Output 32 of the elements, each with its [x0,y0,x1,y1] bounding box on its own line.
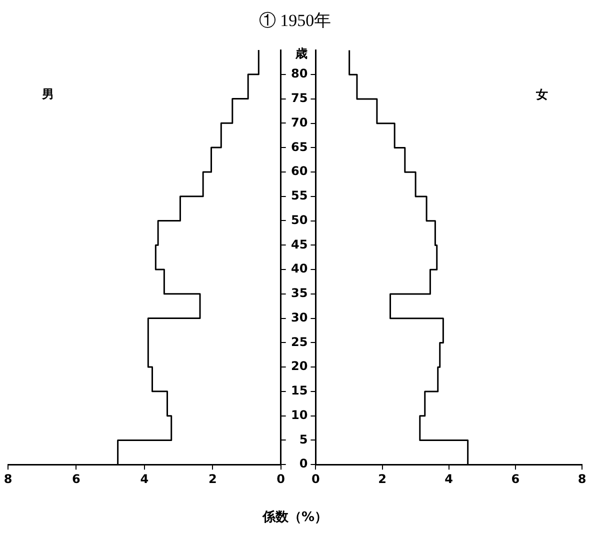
x-tick-label: 2 [208,472,217,486]
chart-title: ① 1950年 [258,10,332,32]
x-tick-label: 2 [378,472,386,486]
annotation: 男 [41,87,54,102]
y-tick-label: 70 [290,115,308,130]
y-tick-label: 40 [290,262,308,276]
x-tick-label: 6 [511,472,520,486]
y-tick-label: 0 [299,456,308,471]
x-tick-label: 6 [72,472,80,486]
x-axis-title: 係数（%） [261,509,329,526]
y-tick-label: 35 [290,286,308,300]
x-tick-label: 8 [578,472,586,486]
y-tick-label: 25 [290,334,308,349]
y-tick-label: 30 [290,310,308,324]
annotation: 女 [535,87,548,102]
x-tick-label: 4 [444,472,454,486]
x-tick-label: 4 [140,472,149,486]
y-tick-label: 60 [290,164,308,178]
y-tick-label: 45 [290,237,308,252]
y-tick-label: 55 [290,188,308,203]
x-tick-label: 0 [276,472,286,486]
y-tick-label: 80 [290,66,308,81]
x-tick-label: 0 [312,472,320,486]
y-tick-label: 75 [290,91,308,106]
y-tick-label: 50 [290,212,308,227]
y-tick-label: 5 [299,432,308,446]
y-tick-label: 20 [290,359,308,374]
x-tick-label: 8 [4,472,12,486]
y-tick-label: 15 [290,384,308,398]
y-axis-title: 歳 [294,46,308,60]
y-tick-label: 10 [290,408,308,422]
y-tick-label: 65 [290,140,308,154]
